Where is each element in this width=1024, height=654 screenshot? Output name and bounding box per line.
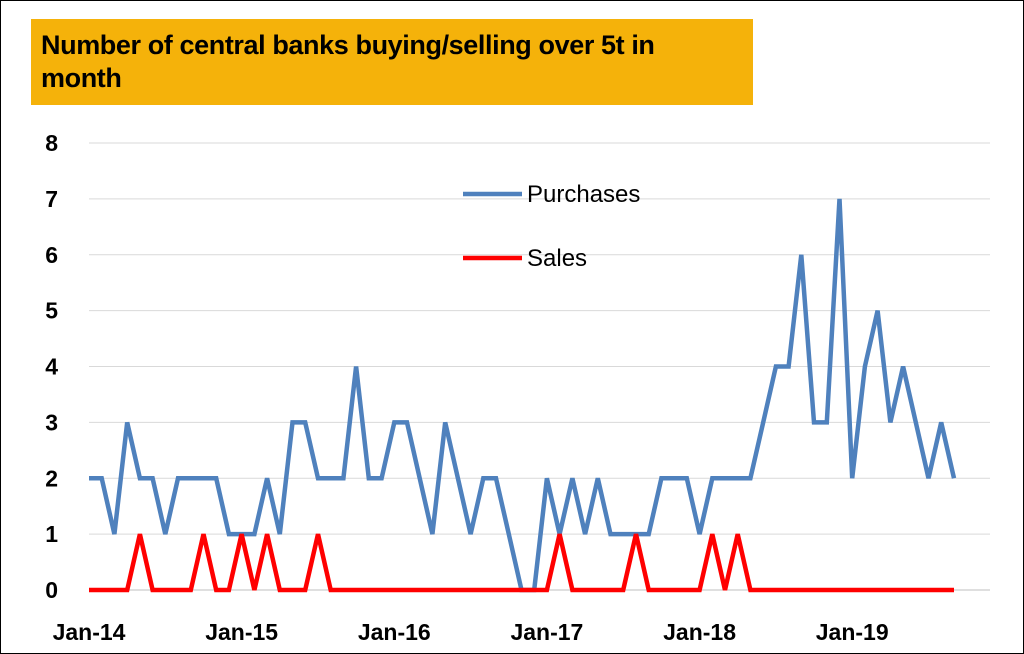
y-tick-label: 0 <box>45 577 58 603</box>
y-tick-label: 3 <box>45 409 58 435</box>
x-tick-label: Jan-16 <box>358 619 431 645</box>
y-tick-label: 6 <box>45 242 58 268</box>
legend-label-sales: Sales <box>527 245 587 272</box>
y-tick-label: 1 <box>45 521 58 547</box>
x-tick-label: Jan-18 <box>663 619 736 645</box>
x-tick-label: Jan-15 <box>205 619 278 645</box>
y-axis-ticks: 0 1 2 3 4 5 6 7 8 <box>45 130 58 603</box>
y-tick-label: 8 <box>45 130 58 156</box>
y-tick-label: 4 <box>45 354 58 380</box>
series-line-sales <box>89 533 954 593</box>
x-tick-label: Jan-19 <box>816 619 889 645</box>
x-tick-label: Jan-14 <box>53 619 126 645</box>
legend-label-purchases: Purchases <box>527 181 640 208</box>
chart-title-box: Number of central banks buying/selling o… <box>31 19 753 105</box>
series-lines <box>89 198 957 593</box>
x-axis-ticks: Jan-14 Jan-15 Jan-16 Jan-17 Jan-18 Jan-19 <box>53 619 889 645</box>
legend: Purchases Sales <box>463 181 640 272</box>
y-tick-label: 5 <box>45 298 58 324</box>
x-tick-label: Jan-17 <box>510 619 583 645</box>
y-tick-label: 2 <box>45 465 58 491</box>
y-tick-label: 7 <box>45 186 58 212</box>
chart-title: Number of central banks buying/selling o… <box>41 30 655 93</box>
